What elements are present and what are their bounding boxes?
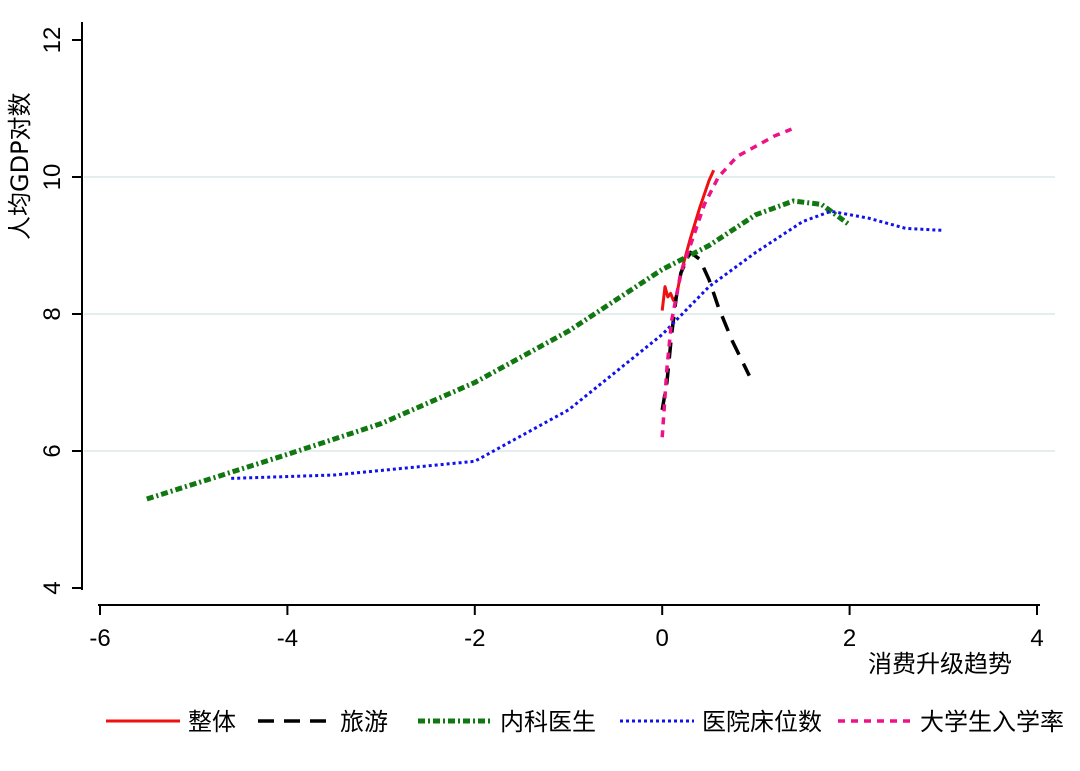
y-axis-title: 人均GDP对数 xyxy=(6,92,34,240)
tick-marks: 4 6 8 10 12 -6 -4 -2 0 2 4 xyxy=(39,27,1044,652)
x-tick-label: 2 xyxy=(843,625,856,652)
series-line-4 xyxy=(660,127,793,438)
legend-label-3: 医院床位数 xyxy=(702,708,822,736)
x-tick-label: 4 xyxy=(1030,625,1043,652)
series-line-2 xyxy=(146,198,852,502)
axes xyxy=(81,22,1040,606)
y-tick-label: 6 xyxy=(39,444,66,457)
legend-label-1: 旅游 xyxy=(340,708,388,736)
x-tick-label: -2 xyxy=(464,625,485,652)
grid-lines xyxy=(84,176,1055,452)
x-tick-label: 0 xyxy=(656,625,669,652)
y-tick-label: 8 xyxy=(39,307,66,320)
series-line-1 xyxy=(660,250,751,411)
x-tick-label: -4 xyxy=(277,625,298,652)
x-axis-title: 消费升级趋势 xyxy=(868,650,1012,678)
legend-label-0: 整体 xyxy=(188,708,236,736)
legend: 整体 旅游 内科医生 医院床位数 大学生入学率 xyxy=(106,708,1064,736)
y-tick-label: 4 xyxy=(39,581,66,594)
x-tick-label: -6 xyxy=(89,625,110,652)
legend-label-4: 大学生入学率 xyxy=(920,708,1064,736)
y-tick-label: 12 xyxy=(39,27,66,54)
series-lines xyxy=(146,127,944,502)
legend-label-2: 内科医生 xyxy=(500,708,596,736)
series-line-3 xyxy=(231,209,944,480)
y-tick-label: 10 xyxy=(39,164,66,191)
